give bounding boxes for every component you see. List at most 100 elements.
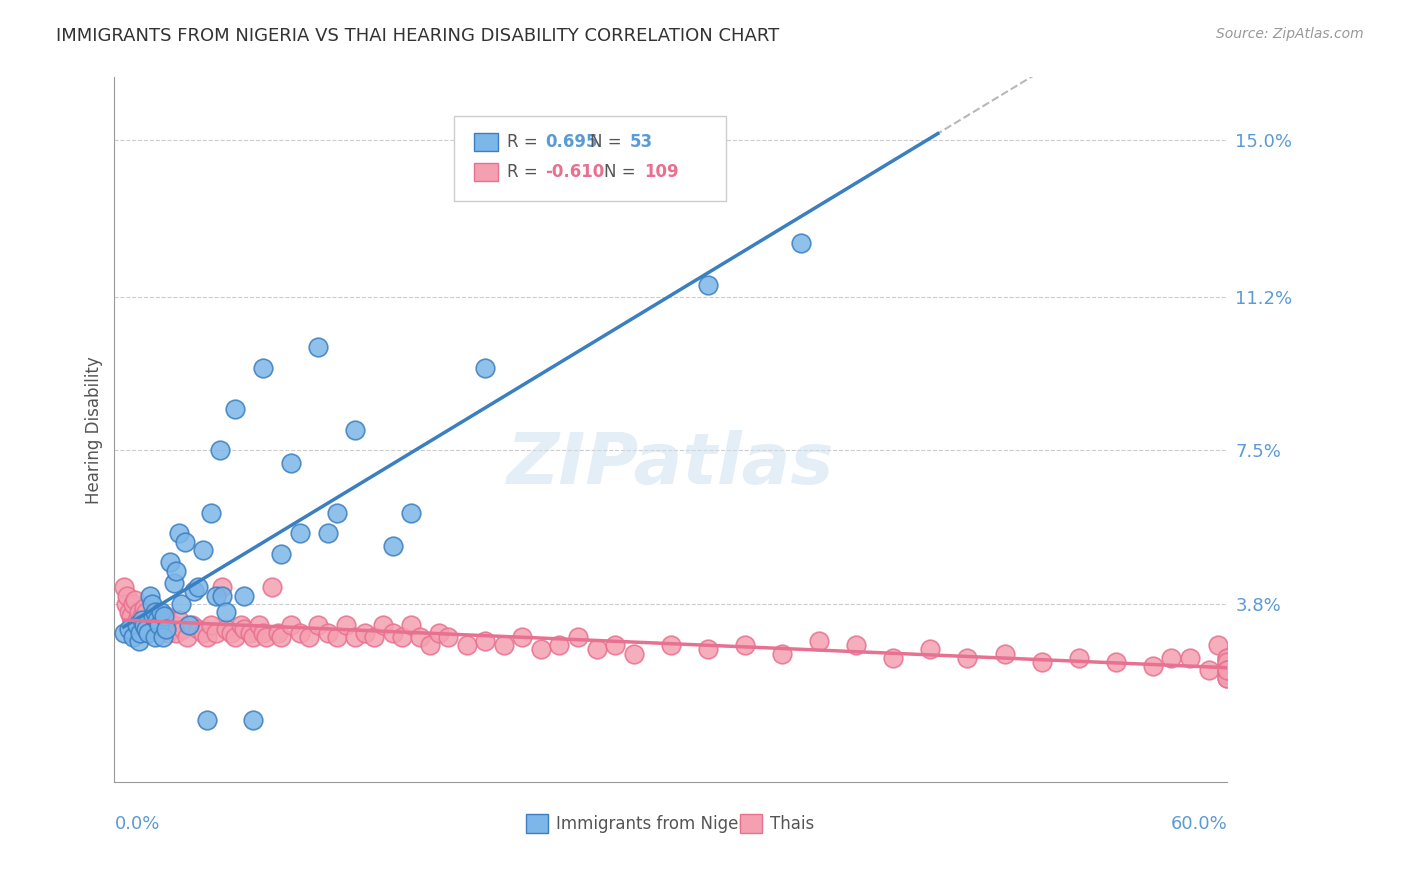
Point	[242, 630, 264, 644]
Point	[138, 614, 160, 628]
Point	[125, 617, 148, 632]
Point	[149, 605, 172, 619]
Point	[159, 555, 181, 569]
Point	[195, 630, 218, 644]
Point	[143, 605, 166, 619]
Point	[118, 605, 141, 619]
Point	[138, 589, 160, 603]
Point	[242, 713, 264, 727]
Point	[1142, 659, 1164, 673]
Point	[280, 456, 302, 470]
Point	[205, 589, 228, 603]
Point	[1216, 655, 1239, 669]
Point	[114, 597, 136, 611]
Point	[200, 617, 222, 632]
Point	[512, 630, 534, 644]
Point	[548, 638, 571, 652]
FancyBboxPatch shape	[454, 116, 727, 201]
Point	[141, 617, 163, 632]
Point	[224, 402, 246, 417]
FancyBboxPatch shape	[740, 814, 762, 833]
Point	[696, 642, 718, 657]
Point	[193, 543, 215, 558]
Point	[409, 630, 432, 644]
Text: Thais: Thais	[770, 814, 814, 832]
Point	[288, 625, 311, 640]
Point	[132, 601, 155, 615]
Point	[585, 642, 607, 657]
Point	[142, 609, 165, 624]
Point	[1031, 655, 1053, 669]
Point	[1216, 659, 1239, 673]
Point	[316, 625, 339, 640]
Point	[141, 597, 163, 611]
Text: 53: 53	[630, 133, 652, 152]
Point	[1216, 667, 1239, 681]
Point	[215, 622, 238, 636]
Point	[143, 614, 166, 628]
Point	[316, 526, 339, 541]
Point	[326, 630, 349, 644]
Point	[224, 630, 246, 644]
Point	[155, 622, 177, 636]
Point	[1216, 663, 1239, 677]
Point	[789, 236, 811, 251]
Point	[132, 617, 155, 632]
Point	[205, 625, 228, 640]
Point	[307, 340, 329, 354]
Point	[233, 589, 256, 603]
Point	[120, 609, 142, 624]
Point	[157, 625, 180, 640]
Point	[135, 605, 157, 619]
Point	[187, 580, 209, 594]
Point	[122, 597, 145, 611]
Point	[363, 630, 385, 644]
Point	[252, 625, 274, 640]
FancyBboxPatch shape	[474, 162, 498, 181]
Point	[177, 617, 200, 632]
Point	[882, 650, 904, 665]
Text: 0.695: 0.695	[546, 133, 598, 152]
Point	[215, 605, 238, 619]
Point	[1160, 650, 1182, 665]
Point	[845, 638, 868, 652]
Point	[129, 625, 152, 640]
Point	[170, 597, 193, 611]
Point	[605, 638, 627, 652]
Point	[229, 617, 252, 632]
Point	[381, 625, 404, 640]
Point	[165, 564, 187, 578]
Text: R =: R =	[508, 133, 543, 152]
Point	[492, 638, 515, 652]
Point	[335, 617, 357, 632]
Point	[266, 625, 288, 640]
Point	[696, 277, 718, 292]
Text: Source: ZipAtlas.com: Source: ZipAtlas.com	[1216, 27, 1364, 41]
Point	[252, 360, 274, 375]
Point	[456, 638, 478, 652]
Point	[993, 647, 1015, 661]
Point	[353, 625, 375, 640]
Point	[1216, 663, 1239, 677]
Point	[1105, 655, 1128, 669]
Point	[131, 614, 153, 628]
Point	[128, 634, 150, 648]
Point	[956, 650, 979, 665]
Point	[391, 630, 413, 644]
Point	[169, 614, 191, 628]
Point	[128, 605, 150, 619]
Point	[399, 506, 422, 520]
Point	[1067, 650, 1090, 665]
Point	[211, 580, 233, 594]
Point	[381, 539, 404, 553]
Point	[280, 617, 302, 632]
Point	[124, 592, 146, 607]
Point	[143, 630, 166, 644]
Point	[770, 647, 793, 661]
Point	[148, 617, 170, 632]
Point	[256, 630, 278, 644]
Point	[474, 360, 496, 375]
Point	[195, 713, 218, 727]
Point	[183, 584, 205, 599]
Point	[122, 630, 145, 644]
